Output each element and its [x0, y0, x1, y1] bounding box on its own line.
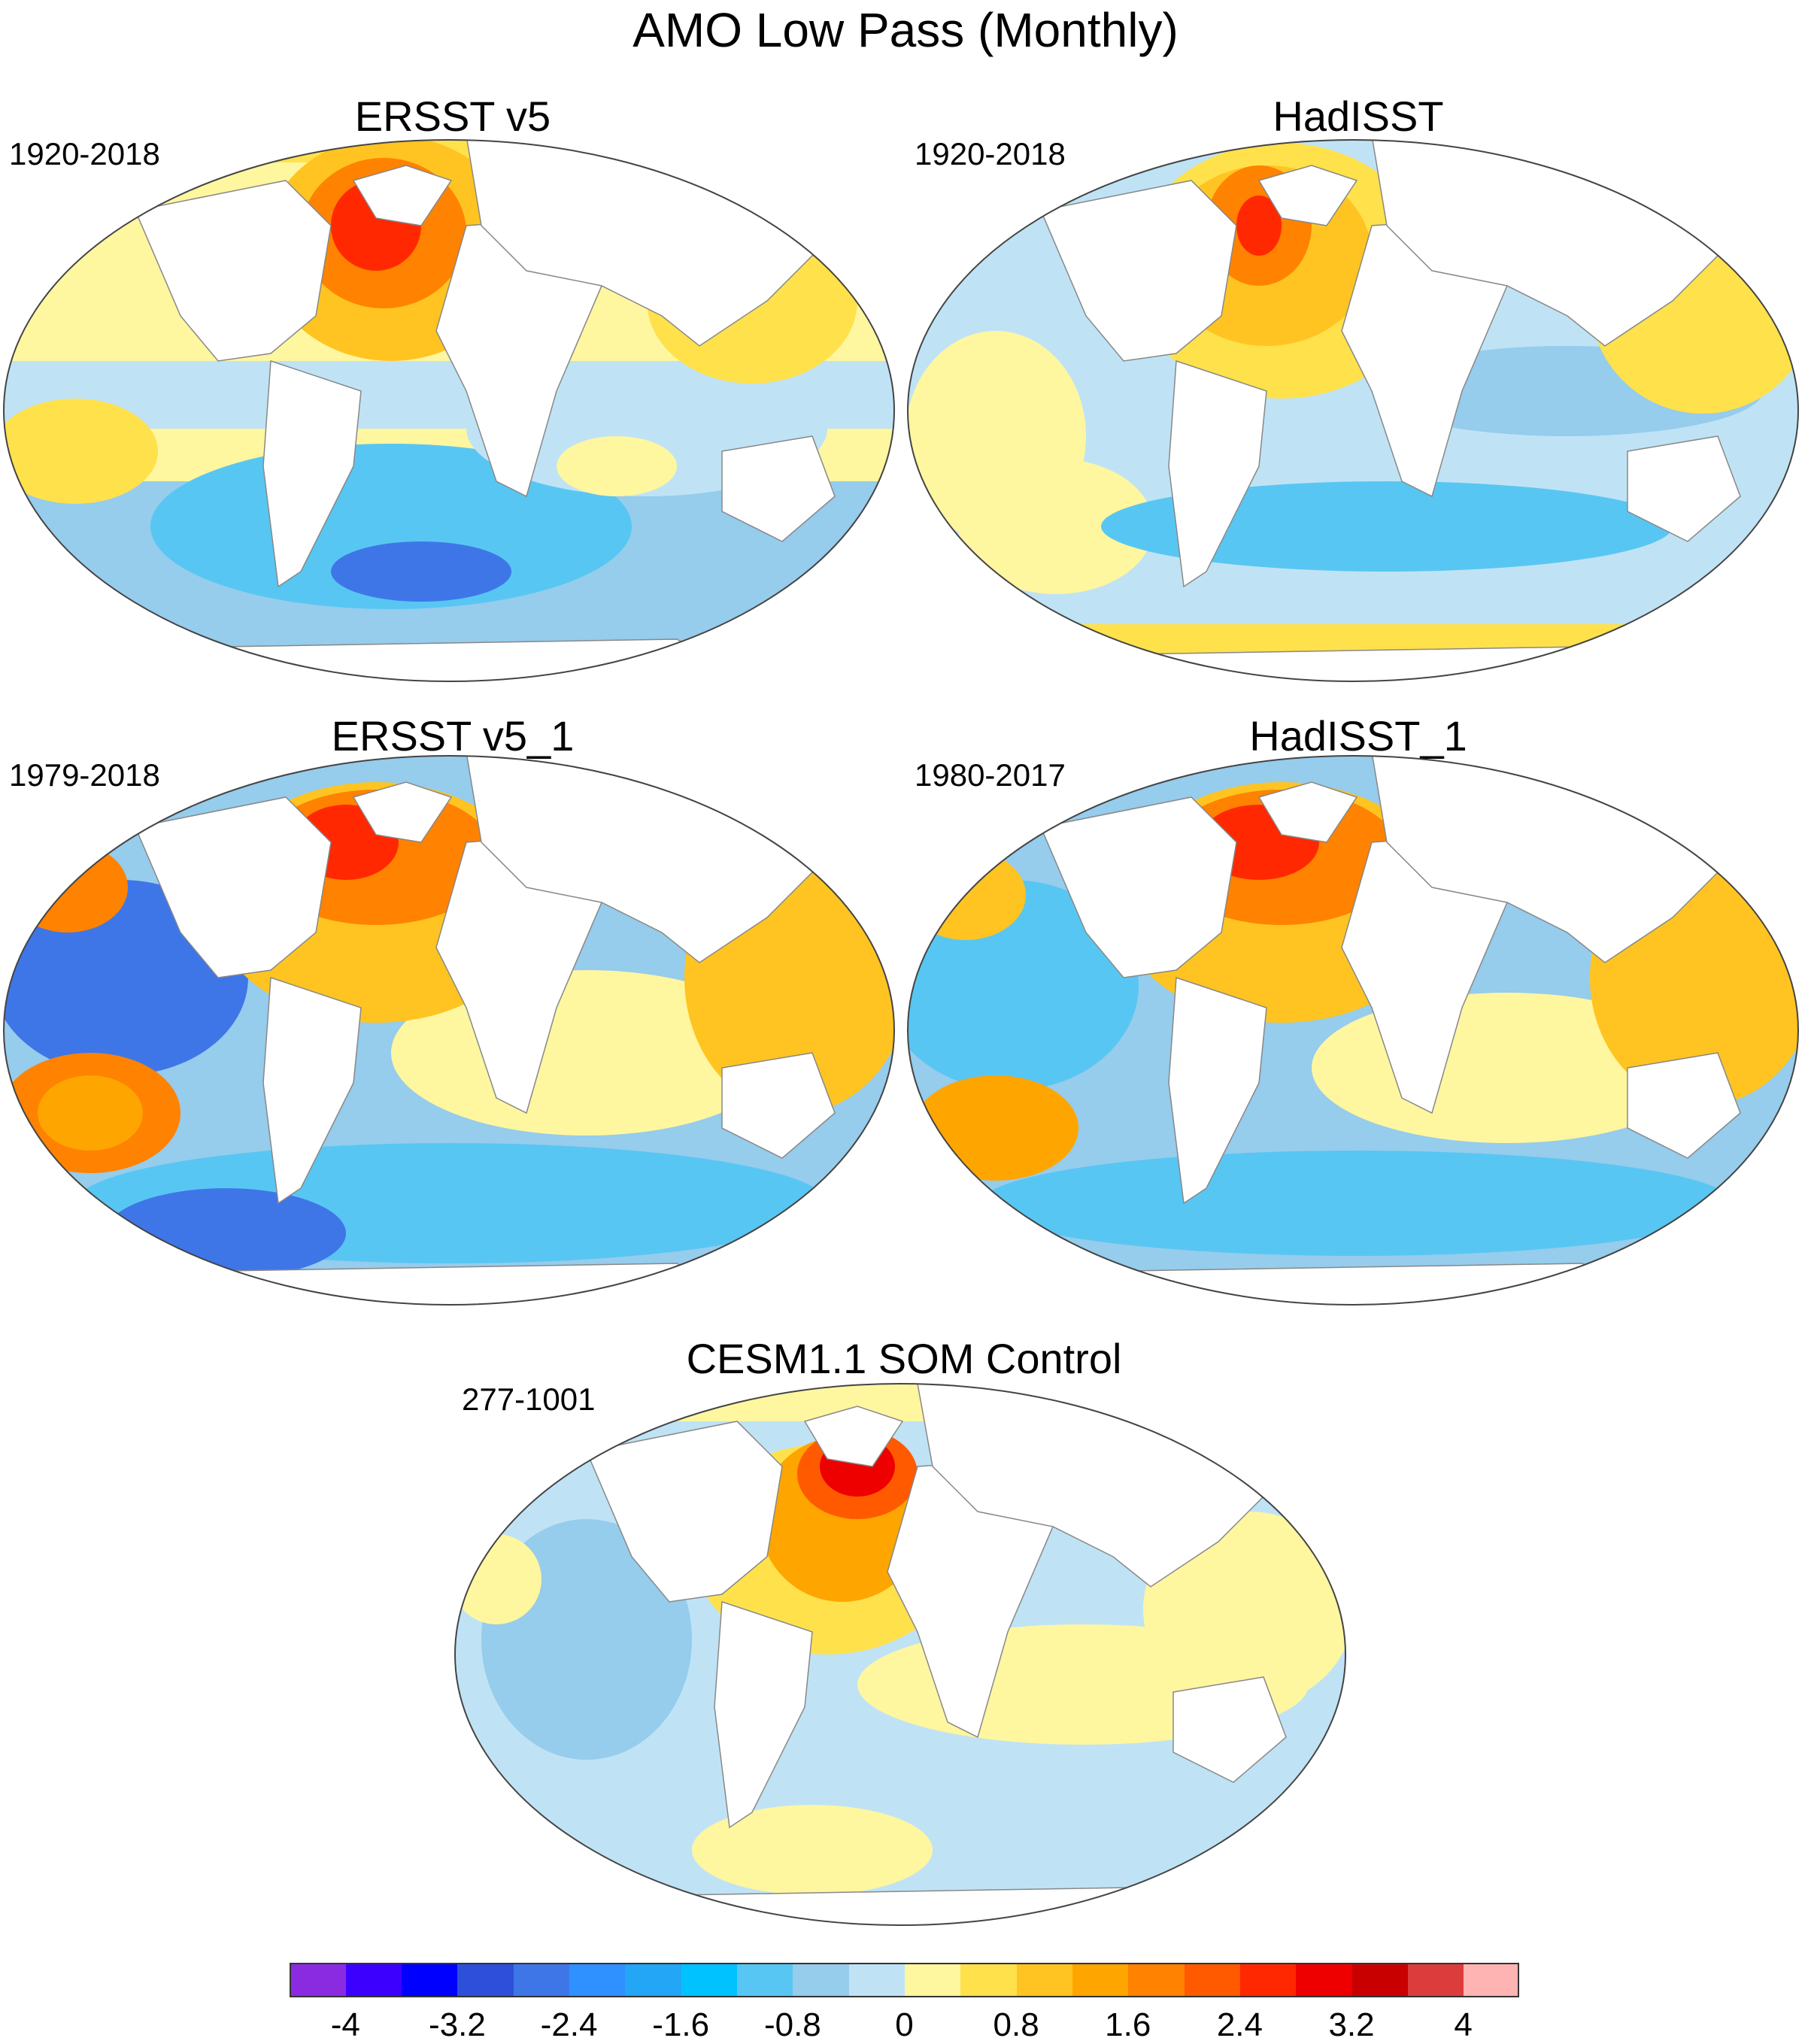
colorbar-tick-label: -2.4 [540, 2006, 598, 2043]
period-label: 1980-2017 [915, 757, 1066, 793]
colorbar-box [569, 1963, 626, 1997]
colorbar [290, 1963, 1520, 1997]
colorbar-box [1072, 1963, 1129, 1997]
panel-cesm: CESM1.1 SOM Control 277-1001 [451, 1324, 1357, 1955]
colorbar-box [401, 1963, 458, 1997]
colorbar-box [681, 1963, 738, 1997]
colorbar-box [1016, 1963, 1072, 1997]
panel-ersst1: ERSST v5_1 1979-2018 [0, 692, 906, 1354]
cesm-map [454, 1383, 1346, 1926]
colorbar-tick-label: -0.8 [763, 2006, 821, 2043]
colorbar-box [513, 1963, 570, 1997]
panel-title: HadISST_1 [1249, 712, 1467, 760]
hadisst1-map [907, 755, 1799, 1306]
panel-hadisst1: HadISST_1 1980-2017 [906, 692, 1811, 1354]
colorbar-tick-label: 2.4 [1216, 2006, 1263, 2043]
colorbar-box [1184, 1963, 1240, 1997]
period-label: 277-1001 [462, 1381, 596, 1417]
colorbar-box [1351, 1963, 1408, 1997]
colorbar-box [457, 1963, 514, 1997]
panel-ersst: ERSST v5 1920-2018 [0, 0, 906, 692]
panel-hadisst: HadISST 1920-2018 [906, 0, 1811, 692]
colorbar-box [960, 1963, 1017, 1997]
panel-title: ERSST v5_1 [331, 712, 575, 760]
panel-title: HadISST [1273, 92, 1444, 140]
colorbar-box [1127, 1963, 1185, 1997]
colorbar-tick-label: 3.2 [1328, 2006, 1375, 2043]
ersst1-map [3, 755, 895, 1306]
colorbar-tick-label: -3.2 [429, 2006, 486, 2043]
colorbar-tick-label: 4 [1454, 2006, 1473, 2043]
main-title: AMO Low Pass (Monthly) [632, 3, 1179, 57]
colorbar-box [1239, 1963, 1297, 1997]
period-label: 1979-2018 [9, 757, 160, 793]
colorbar-tick-label: 1.6 [1105, 2006, 1151, 2043]
colorbar-box [736, 1963, 793, 1997]
colorbar-box [624, 1963, 681, 1997]
panel-title: ERSST v5 [354, 92, 551, 140]
colorbar-tick-label: 0 [895, 2006, 914, 2043]
colorbar-box [1407, 1963, 1464, 1997]
ersst-map [3, 139, 895, 682]
colorbar-box [848, 1963, 905, 1997]
colorbar-box [1463, 1963, 1520, 1997]
colorbar-tick-label: -1.6 [652, 2006, 710, 2043]
colorbar-tick-label: 0.8 [993, 2006, 1039, 2043]
hadisst-map [907, 139, 1799, 682]
period-label: 1920-2018 [9, 136, 160, 171]
panel-title: CESM1.1 SOM Control [686, 1335, 1122, 1382]
colorbar-box [290, 1963, 346, 1997]
period-label: 1920-2018 [915, 136, 1066, 171]
colorbar-box [904, 1963, 961, 1997]
colorbar-box [792, 1963, 849, 1997]
colorbar-box [345, 1963, 402, 1997]
colorbar-box [1295, 1963, 1352, 1997]
colorbar-tick-label: -4 [330, 2006, 360, 2043]
